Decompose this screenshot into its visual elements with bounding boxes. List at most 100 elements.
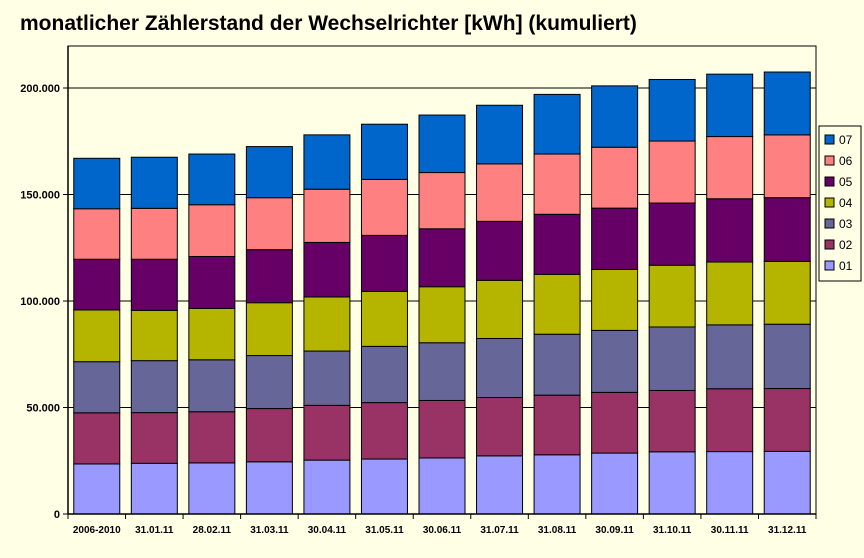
bar-segment-07 <box>303 134 351 190</box>
bar-segment-01 <box>763 450 811 515</box>
bar-segment-02 <box>648 389 696 453</box>
legend-swatch <box>824 218 835 229</box>
bar-segment-05 <box>245 249 293 304</box>
bar-segment-05 <box>360 234 408 292</box>
bar-segment-04 <box>130 309 178 362</box>
bar-segment-07 <box>188 153 236 206</box>
bar-segment-02 <box>418 399 466 459</box>
x-tick-label: 31.12.11 <box>768 525 807 536</box>
x-tick-label: 31.01.11 <box>135 525 174 536</box>
bar-segment-04 <box>73 309 121 363</box>
bar-segment-06 <box>706 136 754 200</box>
bar-segment-04 <box>706 261 754 326</box>
legend-swatch <box>824 239 835 250</box>
x-tick-label: 31.05.11 <box>365 525 404 536</box>
bar-segment-03 <box>73 361 121 414</box>
bar-segment-07 <box>533 93 581 155</box>
bar-segment-06 <box>245 197 293 251</box>
legend-label: 05 <box>839 175 853 189</box>
bar-segment-01 <box>245 461 293 515</box>
bar-segment-04 <box>303 296 351 352</box>
bar-segment-07 <box>591 85 639 148</box>
bar-segment-07 <box>73 157 121 210</box>
bar-segment-02 <box>73 412 121 465</box>
bar-segment-04 <box>476 279 524 339</box>
legend-label: 02 <box>839 238 853 252</box>
legend-label: 06 <box>839 154 853 168</box>
bar-segment-01 <box>418 457 466 515</box>
bar-segment-06 <box>418 172 466 230</box>
bars <box>73 71 811 515</box>
bar-segment-04 <box>763 260 811 325</box>
bar-segment-01 <box>591 452 639 515</box>
bar-segment-03 <box>706 324 754 390</box>
bar-segment-03 <box>130 360 178 414</box>
bar-segment-06 <box>73 208 121 260</box>
bar-segment-03 <box>533 333 581 396</box>
bar-segment-07 <box>245 146 293 199</box>
y-tick-label: 100.000 <box>20 296 60 308</box>
bar-segment-04 <box>533 273 581 335</box>
legend-label: 03 <box>839 217 853 231</box>
y-tick-label: 50.000 <box>26 403 60 415</box>
x-tick-label: 2006-2010 <box>73 525 121 536</box>
bar-segment-07 <box>360 123 408 180</box>
bar-segment-04 <box>591 268 639 331</box>
bar-segment-02 <box>360 402 408 460</box>
x-tick-label: 31.03.11 <box>250 525 289 536</box>
legend-label: 01 <box>839 259 853 273</box>
x-tick-label: 31.07.11 <box>480 525 519 536</box>
bar-segment-01 <box>476 455 524 515</box>
legend-swatch <box>824 176 835 187</box>
x-tick-label: 30.11.11 <box>711 525 749 536</box>
legend-swatch <box>824 134 835 145</box>
x-tick-label: 31.10.11 <box>653 525 692 536</box>
x-tick-label: 28.02.11 <box>193 525 232 536</box>
bar-segment-02 <box>706 388 754 453</box>
bar-segment-05 <box>73 258 121 311</box>
bar-segment-07 <box>648 78 696 142</box>
bar-segment-05 <box>763 197 811 262</box>
bar-segment-07 <box>476 104 524 165</box>
bar-segment-04 <box>418 286 466 344</box>
y-tick-label: 200.000 <box>20 83 60 95</box>
legend: 07 06 05 04 03 02 01 <box>818 125 862 282</box>
bar-segment-01 <box>648 451 696 515</box>
bar-segment-04 <box>245 302 293 357</box>
bar-segment-04 <box>648 264 696 328</box>
x-tick-label: 30.04.11 <box>308 525 347 536</box>
axes: 0 50.000 100.000 150.000 200.000 2006-2010 31.… <box>20 46 817 536</box>
bar-segment-02 <box>130 412 178 464</box>
bar-segment-02 <box>763 388 811 452</box>
bar-segment-02 <box>533 394 581 456</box>
bar-segment-01 <box>360 458 408 515</box>
x-tick-label: 30.06.11 <box>423 525 462 536</box>
y-tick-label: 0 <box>54 509 60 521</box>
x-tick-label: 31.08.11 <box>538 525 577 536</box>
bar-segment-07 <box>418 114 466 174</box>
legend-label: 04 <box>839 196 853 210</box>
bar-segment-07 <box>763 71 811 136</box>
bar-segment-02 <box>303 404 351 461</box>
bar-segment-06 <box>476 163 524 222</box>
bar-segment-05 <box>533 213 581 275</box>
bar-segment-06 <box>303 188 351 243</box>
bar-segment-06 <box>360 178 408 236</box>
legend-label: 07 <box>839 133 853 147</box>
bar-segment-01 <box>303 459 351 515</box>
bar-segment-06 <box>533 153 581 215</box>
bar-segment-07 <box>706 73 754 138</box>
legend-swatch <box>824 155 835 166</box>
bar-segment-05 <box>591 207 639 270</box>
legend-swatch <box>824 197 835 208</box>
bar-segment-05 <box>130 258 178 311</box>
bar-segment-06 <box>188 204 236 257</box>
bar-segment-03 <box>245 355 293 410</box>
bar-segment-03 <box>418 342 466 401</box>
bar-segment-01 <box>533 454 581 515</box>
bar-segment-06 <box>763 134 811 199</box>
bar-segment-02 <box>476 396 524 457</box>
y-tick-label: 150.000 <box>20 190 60 202</box>
bar-segment-04 <box>360 290 408 347</box>
